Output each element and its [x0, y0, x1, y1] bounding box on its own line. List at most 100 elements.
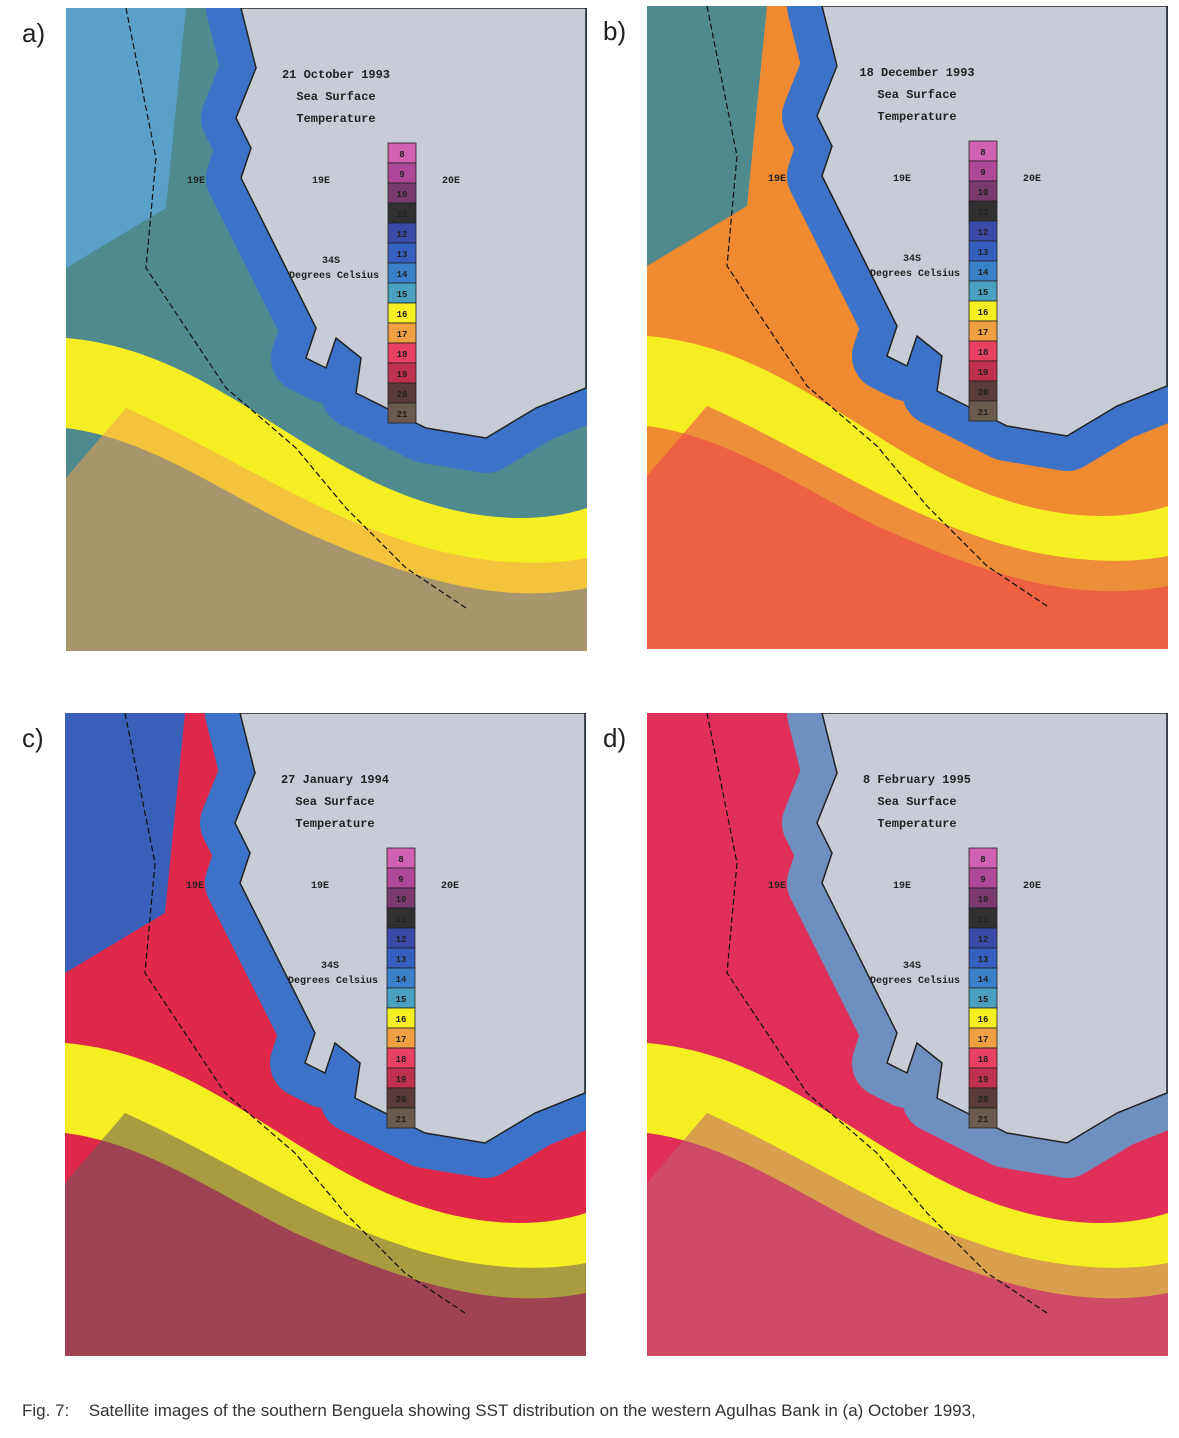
longitude-label: 19E [893, 881, 911, 892]
longitude-label: 20E [1023, 881, 1041, 892]
colorbar-label: 18 [978, 348, 989, 358]
image-date: 18 December 1993 [859, 66, 974, 80]
longitude-label: 19E [186, 881, 204, 892]
image-title: Temperature [295, 817, 374, 831]
image-title: Sea Surface [295, 795, 374, 809]
colorbar-label: 9 [980, 168, 985, 178]
units-label: Degrees Celsius [870, 975, 960, 987]
colorbar-label: 11 [396, 915, 407, 925]
colorbar-label: 8 [980, 148, 985, 158]
caption: Fig. 7: Satellite images of the southern… [22, 1401, 1172, 1421]
image-date: 27 January 1994 [281, 773, 389, 787]
colorbar-label: 21 [396, 1115, 407, 1125]
image-date: 21 October 1993 [282, 68, 390, 82]
image-title: Temperature [877, 817, 956, 831]
satellite-image: 8 February 1995 Sea Surface Temperature 19E… [647, 713, 1168, 1356]
latitude-label: 34S [903, 254, 921, 265]
units-label: Degrees Celsius [870, 268, 960, 280]
colorbar-label: 14 [396, 975, 407, 985]
colorbar-label: 15 [978, 288, 989, 298]
colorbar-label: 12 [397, 230, 408, 240]
colorbar-label: 14 [397, 270, 408, 280]
colorbar-label: 18 [978, 1055, 989, 1065]
image-title: Temperature [296, 112, 375, 126]
colorbar-label: 8 [399, 150, 404, 160]
colorbar-label: 16 [978, 1015, 989, 1025]
longitude-label: 19E [893, 174, 911, 185]
colorbar-label: 19 [396, 1075, 407, 1085]
colorbar-label: 16 [396, 1015, 407, 1025]
panel-label: b) [603, 16, 626, 47]
colorbar-label: 17 [978, 1035, 989, 1045]
colorbar-label: 13 [397, 250, 408, 260]
colorbar-label: 12 [978, 935, 989, 945]
page: {"figure": { "panels": [ {"label": "a)",… [0, 0, 1179, 1438]
colorbar-label: 10 [978, 895, 989, 905]
longitude-label: 19E [187, 176, 205, 187]
satellite-image: 27 January 1994 Sea Surface Temperature 19E… [65, 713, 586, 1356]
colorbar-label: 17 [396, 1035, 407, 1045]
longitude-label: 20E [1023, 174, 1041, 185]
image-title: Sea Surface [296, 90, 375, 104]
colorbar-label: 19 [397, 370, 408, 380]
colorbar-label: 16 [397, 310, 408, 320]
longitude-label: 20E [441, 881, 459, 892]
colorbar-label: 21 [397, 410, 408, 420]
longitude-label: 19E [312, 176, 330, 187]
colorbar-label: 20 [978, 388, 989, 398]
caption-text: Satellite images of the southern Benguel… [89, 1401, 976, 1421]
colorbar-label: 15 [978, 995, 989, 1005]
colorbar-label: 20 [396, 1095, 407, 1105]
colorbar-label: 17 [397, 330, 408, 340]
caption-number: Fig. 7: [22, 1401, 84, 1421]
colorbar-label: 11 [397, 210, 408, 220]
panel-label: a) [22, 18, 45, 49]
colorbar-label: 10 [397, 190, 408, 200]
colorbar-label: 20 [978, 1095, 989, 1105]
image-date: 8 February 1995 [863, 773, 971, 787]
colorbar-label: 8 [398, 855, 403, 865]
colorbar-label: 8 [980, 855, 985, 865]
colorbar-label: 13 [978, 955, 989, 965]
colorbar-label: 14 [978, 975, 989, 985]
longitude-label: 19E [768, 174, 786, 185]
colorbar-label: 9 [398, 875, 403, 885]
longitude-label: 20E [442, 176, 460, 187]
colorbar-label: 15 [396, 995, 407, 1005]
colorbar-label: 21 [978, 1115, 989, 1125]
image-title: Sea Surface [877, 795, 956, 809]
colorbar-label: 17 [978, 328, 989, 338]
colorbar-label: 20 [397, 390, 408, 400]
latitude-label: 34S [321, 961, 339, 972]
colorbar-label: 15 [397, 290, 408, 300]
colorbar-label: 11 [978, 915, 989, 925]
longitude-label: 19E [311, 881, 329, 892]
colorbar-label: 13 [396, 955, 407, 965]
satellite-image: 18 December 1993 Sea Surface Temperature 19… [647, 6, 1168, 649]
image-title: Sea Surface [877, 88, 956, 102]
panel-label: d) [603, 723, 626, 754]
colorbar-label: 19 [978, 368, 989, 378]
colorbar-label: 10 [978, 188, 989, 198]
colorbar-label: 16 [978, 308, 989, 318]
colorbar-label: 18 [397, 350, 408, 360]
satellite-image: 21 October 1993 Sea Surface Temperature 19E… [66, 8, 587, 651]
colorbar-label: 12 [396, 935, 407, 945]
colorbar-label: 21 [978, 408, 989, 418]
colorbar-label: 9 [399, 170, 404, 180]
longitude-label: 19E [768, 881, 786, 892]
colorbar-label: 13 [978, 248, 989, 258]
units-label: Degrees Celsius [288, 975, 378, 987]
colorbar-label: 9 [980, 875, 985, 885]
image-title: Temperature [877, 110, 956, 124]
panel-label: c) [22, 723, 44, 754]
colorbar-label: 11 [978, 208, 989, 218]
colorbar-label: 10 [396, 895, 407, 905]
colorbar-label: 14 [978, 268, 989, 278]
latitude-label: 34S [322, 256, 340, 267]
units-label: Degrees Celsius [289, 270, 379, 282]
colorbar-label: 18 [396, 1055, 407, 1065]
colorbar-label: 12 [978, 228, 989, 238]
latitude-label: 34S [903, 961, 921, 972]
colorbar-label: 19 [978, 1075, 989, 1085]
